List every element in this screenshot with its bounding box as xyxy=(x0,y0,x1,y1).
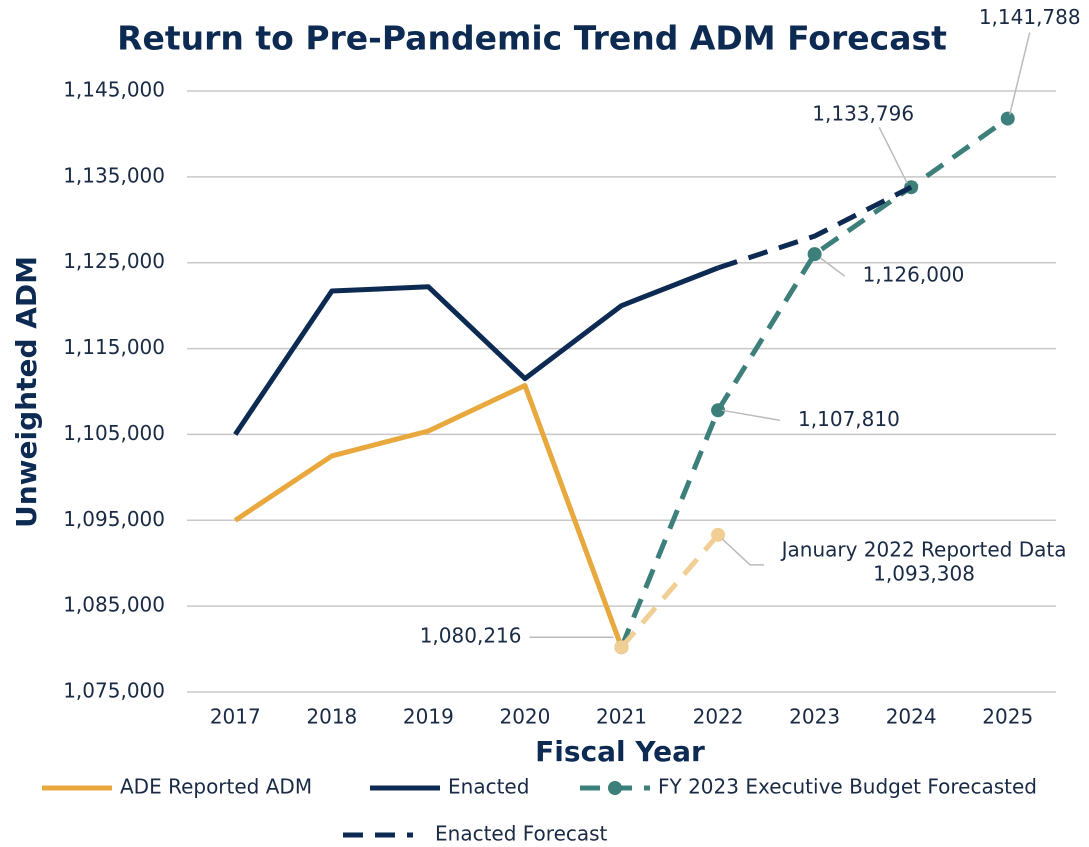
x-tick-label: 2022 xyxy=(693,705,744,729)
legend-label: Enacted Forecast xyxy=(435,822,608,846)
y-tick-label: 1,135,000 xyxy=(63,163,165,187)
legend-label: Enacted xyxy=(448,775,529,799)
y-tick-label: 1,145,000 xyxy=(63,78,165,102)
leader-line xyxy=(878,126,908,184)
y-tick-label: 1,115,000 xyxy=(63,335,165,359)
x-axis-title: Fiscal Year xyxy=(535,735,705,768)
x-tick-label: 2021 xyxy=(596,705,647,729)
series-line xyxy=(233,265,719,436)
leader-line xyxy=(721,409,781,422)
y-tick-label: 1,085,000 xyxy=(63,593,165,617)
leader-line xyxy=(1008,32,1031,115)
data-label: 1,141,788 xyxy=(979,5,1081,29)
data-label: 1,133,796 xyxy=(812,102,914,126)
data-label: 1,080,216 xyxy=(420,624,522,648)
x-tick-label: 2019 xyxy=(403,705,454,729)
series-line xyxy=(717,184,913,271)
annotation: January 2022 Reported Data xyxy=(780,537,1067,561)
data-label: 1,126,000 xyxy=(863,263,965,287)
series-line xyxy=(619,533,720,649)
chart-title: Return to Pre-Pandemic Trend ADM Forecas… xyxy=(117,19,947,58)
data-label: 1,093,308 xyxy=(873,561,975,585)
marker xyxy=(711,527,726,542)
marker xyxy=(614,640,629,655)
legend-marker xyxy=(608,781,622,795)
marker xyxy=(807,247,822,262)
x-tick-label: 2020 xyxy=(499,705,550,729)
x-tick-label: 2017 xyxy=(210,705,261,729)
y-tick-label: 1,105,000 xyxy=(63,421,165,445)
legend-label: FY 2023 Executive Budget Forecasted xyxy=(658,775,1037,799)
legend-label: ADE Reported ADM xyxy=(120,775,312,799)
leader-line xyxy=(820,257,846,277)
series-line xyxy=(619,116,1010,649)
y-tick-label: 1,075,000 xyxy=(63,679,165,703)
y-axis-title: Unweighted ADM xyxy=(10,256,43,528)
y-tick-label: 1,125,000 xyxy=(63,249,165,273)
marker xyxy=(711,403,726,418)
y-tick-label: 1,095,000 xyxy=(63,507,165,531)
data-label: 1,107,810 xyxy=(798,407,900,431)
marker xyxy=(1000,111,1015,126)
leader-line xyxy=(721,538,765,566)
x-tick-label: 2025 xyxy=(982,705,1033,729)
x-tick-label: 2023 xyxy=(789,705,840,729)
x-tick-label: 2018 xyxy=(306,705,357,729)
series-line xyxy=(233,382,624,649)
x-tick-label: 2024 xyxy=(886,705,937,729)
